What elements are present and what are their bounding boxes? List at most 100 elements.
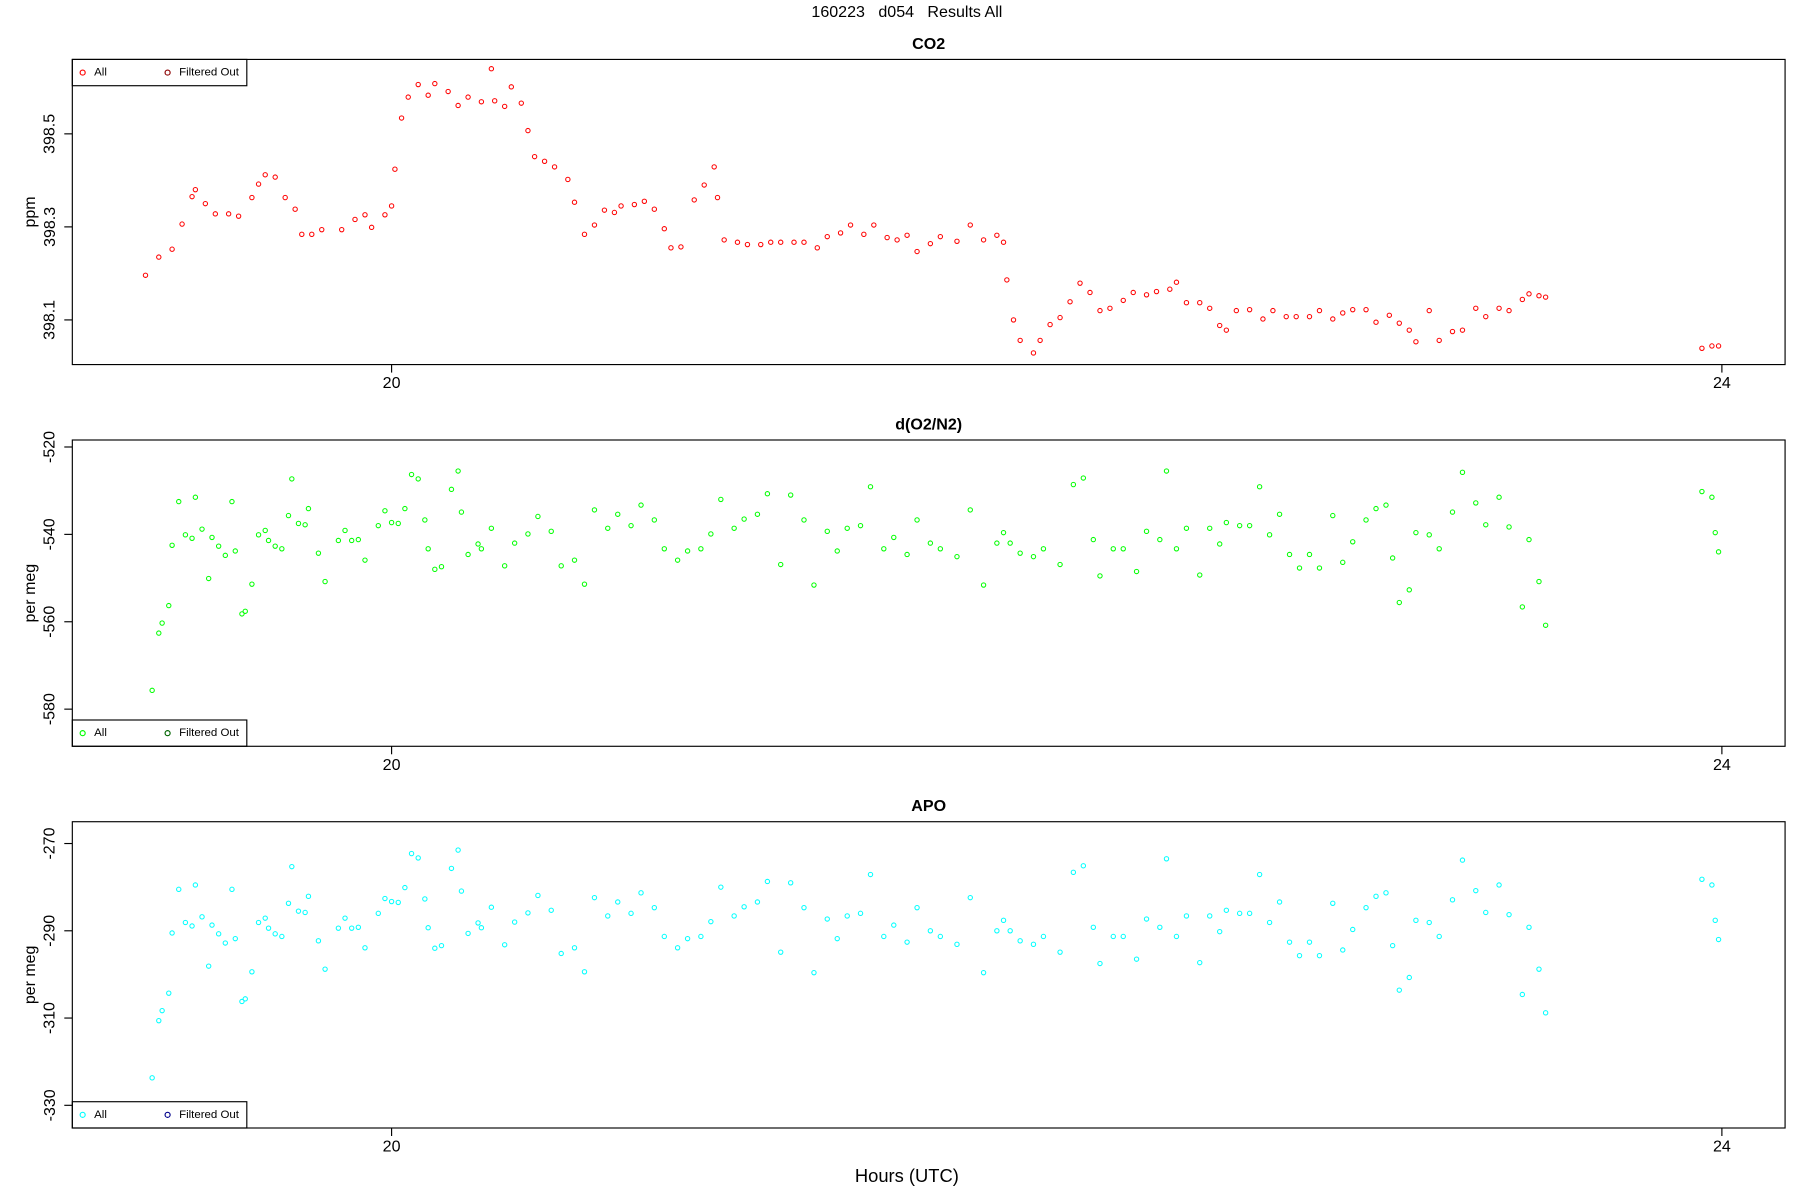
data-point	[1506, 911, 1512, 918]
data-point	[382, 508, 388, 514]
data-point	[225, 211, 232, 217]
data-point	[1712, 529, 1718, 536]
data-point	[1396, 599, 1402, 606]
data-point	[894, 237, 900, 243]
data-point	[1017, 938, 1023, 944]
data-point	[1709, 343, 1715, 349]
data-point	[1000, 529, 1007, 536]
data-point	[302, 522, 308, 528]
data-point	[432, 566, 438, 573]
data-point	[801, 904, 807, 911]
data-point	[295, 520, 302, 527]
data-point	[1389, 555, 1396, 561]
data-point	[1090, 536, 1097, 543]
data-point	[262, 172, 268, 178]
data-point	[1040, 933, 1047, 940]
data-point	[1163, 856, 1170, 862]
data-point	[1473, 887, 1479, 894]
data-point	[1276, 899, 1283, 905]
data-point	[1246, 522, 1253, 529]
data-point	[1373, 319, 1379, 325]
data-point	[388, 203, 395, 209]
data-point	[641, 198, 648, 204]
data-point	[615, 511, 621, 517]
data-point	[1459, 857, 1466, 863]
data-point	[475, 920, 481, 926]
data-point	[548, 907, 554, 913]
data-point	[525, 127, 531, 134]
data-point	[914, 248, 920, 255]
data-point	[1266, 532, 1273, 538]
data-point	[754, 899, 761, 905]
data-point	[159, 620, 165, 626]
data-point	[1010, 317, 1017, 323]
data-point	[1197, 959, 1203, 966]
data-point	[525, 531, 531, 537]
data-point	[1223, 519, 1230, 526]
data-point	[232, 935, 238, 942]
data-point	[674, 557, 681, 563]
data-point	[448, 486, 455, 493]
data-point	[824, 528, 830, 535]
data-point	[242, 608, 248, 614]
data-point	[1276, 511, 1283, 517]
data-point	[1120, 933, 1126, 940]
legend-symbol	[164, 1111, 171, 1118]
data-point	[415, 855, 421, 861]
data-point	[1133, 956, 1140, 962]
data-point	[1107, 305, 1113, 311]
data-point	[289, 863, 295, 870]
data-point	[754, 511, 761, 517]
data-point	[1047, 321, 1053, 328]
data-point	[834, 935, 840, 942]
data-point	[166, 602, 172, 609]
data-point	[581, 969, 588, 975]
data-point	[465, 930, 471, 937]
data-point	[571, 199, 578, 205]
data-point	[508, 84, 515, 90]
data-point	[591, 894, 598, 901]
data-point	[1699, 876, 1705, 882]
y-tick-label: 398.1	[41, 300, 59, 340]
data-point	[904, 551, 910, 558]
data-point	[881, 933, 887, 940]
data-point	[844, 525, 850, 531]
data-point	[967, 222, 973, 228]
data-point	[1080, 863, 1087, 869]
data-point	[778, 561, 784, 568]
data-point	[1157, 924, 1163, 930]
y-axis-label: per meg	[21, 946, 39, 1005]
data-point	[299, 231, 305, 238]
data-point	[1143, 916, 1150, 922]
x-tick-label: 24	[1713, 1138, 1731, 1156]
data-point	[478, 546, 485, 552]
data-point	[1483, 522, 1489, 528]
data-point	[611, 209, 618, 216]
legend-label: All	[94, 1109, 107, 1121]
data-point	[1057, 561, 1063, 568]
legend-box	[71, 58, 248, 87]
data-point	[272, 543, 278, 549]
data-point	[1080, 475, 1087, 481]
data-point	[618, 203, 624, 209]
data-point	[402, 884, 408, 891]
data-point	[239, 998, 245, 1005]
y-axis-label: ppm	[21, 196, 39, 227]
data-point	[1389, 942, 1396, 949]
data-point	[348, 537, 355, 544]
data-point	[179, 221, 185, 227]
data-point	[1496, 494, 1502, 500]
data-point	[954, 238, 960, 244]
data-point	[1207, 913, 1213, 919]
data-point	[342, 527, 348, 534]
data-point	[651, 904, 658, 911]
data-point	[272, 931, 278, 937]
legend-label: Filtered Out	[179, 1109, 240, 1121]
data-point	[1436, 337, 1442, 344]
data-point	[994, 232, 1000, 238]
data-point	[182, 532, 189, 538]
data-point	[1350, 926, 1356, 933]
y-tick-label: -270	[41, 827, 59, 859]
data-point	[1340, 310, 1346, 316]
data-point	[994, 540, 1000, 546]
